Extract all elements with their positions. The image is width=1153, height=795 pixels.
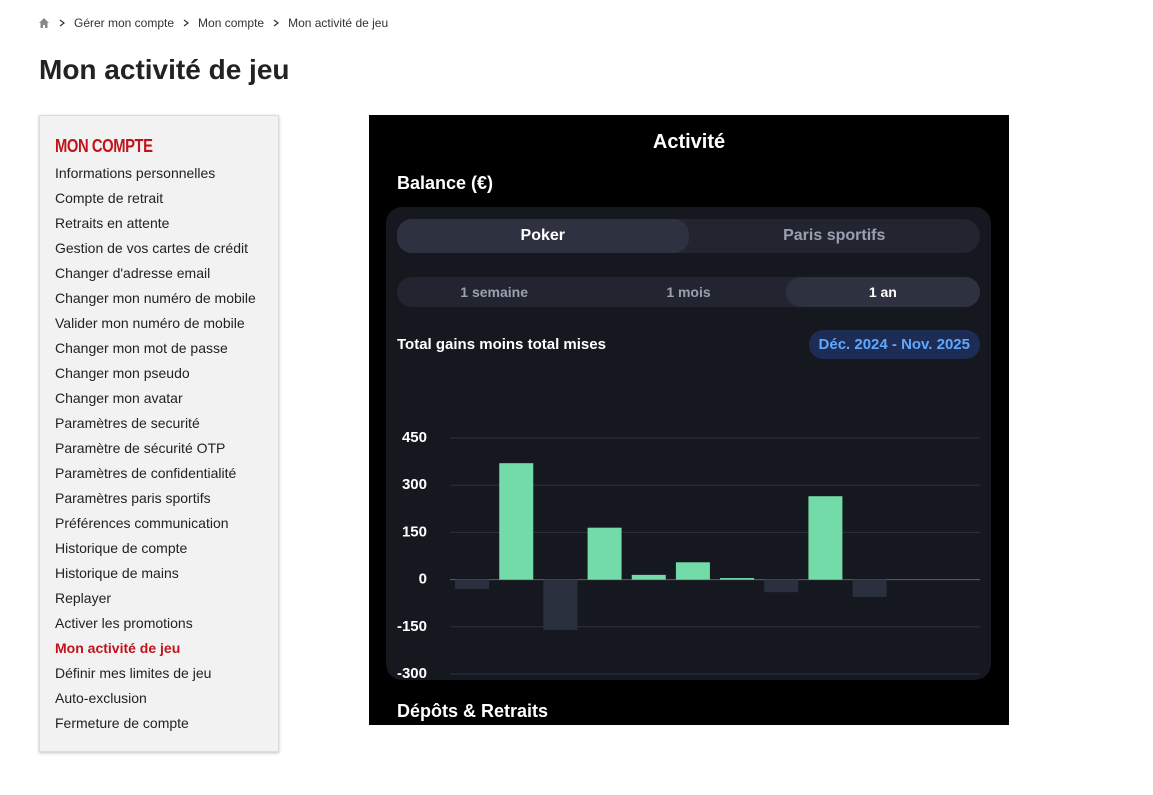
menu-item[interactable]: Gestion de vos cartes de crédit [55, 240, 248, 256]
menu-item[interactable]: Changer mon avatar [55, 390, 183, 406]
bar [499, 463, 534, 580]
bar [720, 578, 755, 580]
tab[interactable]: Poker [397, 219, 689, 253]
bar [455, 579, 490, 590]
menu-item[interactable]: Auto-exclusion [55, 690, 147, 706]
chart-title: Total gains moins total mises [397, 336, 606, 353]
bar [543, 579, 578, 630]
sidebar-heading: MON COMPTE [55, 136, 153, 156]
menu-item[interactable]: Paramètres paris sportifs [55, 490, 211, 506]
bar [852, 579, 887, 597]
menu-item[interactable]: Historique de mains [55, 565, 179, 581]
bar [631, 574, 666, 580]
menu-item[interactable]: Informations personnelles [55, 165, 216, 181]
menu-item[interactable]: Paramètres de confidentialité [55, 465, 237, 481]
tab[interactable]: Paris sportifs [783, 227, 886, 244]
y-tick-label: -150 [397, 618, 427, 635]
panel-title: Activité [652, 131, 726, 153]
menu-item[interactable]: Valider mon numéro de mobile [55, 315, 245, 331]
bar [808, 496, 843, 580]
menu-item[interactable]: Changer mon numéro de mobile [55, 290, 256, 306]
y-tick-label: -300 [397, 665, 427, 680]
bar [675, 562, 710, 580]
separator [273, 19, 280, 27]
date-range: Déc. 2024 - Nov. 2025 [808, 330, 980, 359]
menu-item[interactable]: Paramètre de sécurité OTP [55, 440, 226, 456]
menu-item[interactable]: Replayer [55, 590, 112, 606]
breadcrumb-link[interactable]: Mon compte [198, 16, 265, 30]
home-icon[interactable] [38, 17, 50, 29]
y-tick-label: 150 [402, 523, 427, 540]
tab[interactable]: 1 an [785, 277, 980, 307]
menu-item[interactable]: Définir mes limites de jeu [55, 665, 212, 681]
menu-item[interactable]: Changer mon mot de passe [55, 340, 228, 356]
menu-item[interactable]: Fermeture de compte [55, 715, 189, 731]
page-title: Mon activité de jeu [39, 54, 290, 85]
chart: 4503001500-150-300DécJanvFévrMarsAvrMaiJ… [397, 429, 980, 680]
sidebar: MON COMPTE Informations personnelles Comp… [39, 115, 279, 752]
game-tabs: Poker Paris sportifs [397, 219, 980, 253]
separator [59, 19, 65, 27]
activity-panel: Activité Balance (€) Poker Paris sportifs… [369, 115, 1009, 725]
separator [183, 19, 190, 27]
menu-item[interactable]: Historique de compte [55, 540, 188, 556]
y-tick-label: 450 [402, 429, 427, 446]
menu-item[interactable]: Changer d'adresse email [55, 265, 211, 281]
y-tick-label: 0 [419, 571, 427, 588]
menu-item[interactable]: Compte de retrait [55, 190, 164, 206]
menu-item[interactable]: Préférences communication [55, 515, 229, 531]
menu-item[interactable]: Activer les promotions [55, 615, 193, 631]
breadcrumb-link[interactable]: Gérer mon compte [74, 16, 175, 30]
bar [764, 579, 799, 593]
section-title: Balance (€) [397, 173, 494, 193]
y-tick-label: 300 [402, 476, 427, 493]
section-title: Dépôts & Retraits [397, 701, 549, 721]
chart-card: Poker Paris sportifs 1 semaine 1 mois 1 an … [386, 207, 991, 680]
menu-item[interactable]: Changer mon pseudo [55, 365, 190, 381]
period-tabs: 1 semaine 1 mois 1 an [397, 277, 980, 307]
tab[interactable]: 1 mois [666, 284, 711, 300]
menu-item[interactable]: Paramètres de securité [55, 415, 200, 431]
menu-item[interactable]: Retraits en attente [55, 215, 170, 231]
breadcrumb-link[interactable]: Mon activité de jeu [288, 16, 389, 30]
menu-item[interactable]: Mon activité de jeu [55, 640, 181, 656]
tab[interactable]: 1 semaine [460, 284, 529, 300]
breadcrumb: Gérer mon compte Mon compte Mon activité d… [38, 16, 388, 30]
bar [587, 527, 622, 580]
